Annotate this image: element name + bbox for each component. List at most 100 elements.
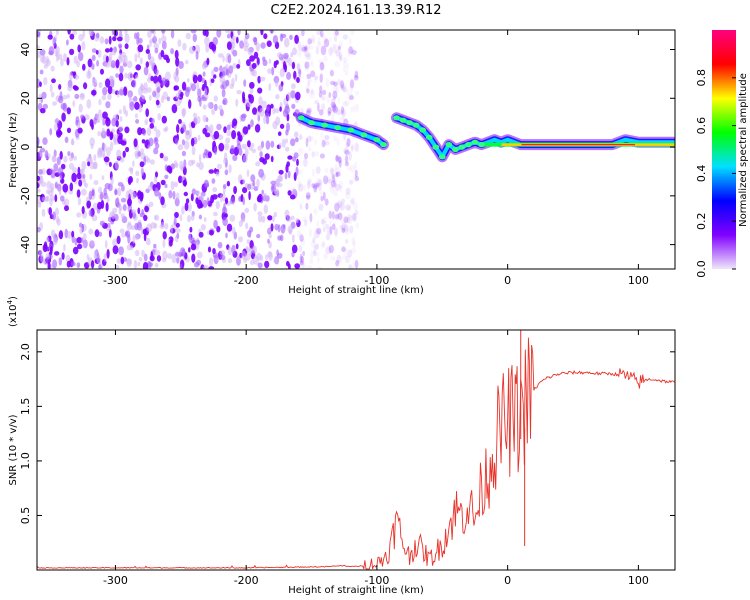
noise-speckle xyxy=(300,255,304,263)
noise-speckle xyxy=(330,180,336,188)
noise-speckle xyxy=(161,80,165,87)
noise-speckle xyxy=(322,220,327,227)
noise-speckle xyxy=(316,244,319,250)
figure-title: C2E2.2024.161.13.39.R12 xyxy=(270,3,441,18)
noise-speckle xyxy=(284,209,290,219)
noise-speckle xyxy=(266,40,272,47)
noise-speckle xyxy=(174,197,180,207)
noise-speckle xyxy=(117,90,120,98)
noise-speckle xyxy=(190,30,197,34)
noise-speckle xyxy=(334,30,340,36)
noise-speckle xyxy=(232,118,238,127)
noise-speckle xyxy=(179,160,184,170)
noise-speckle xyxy=(164,183,168,189)
noise-speckle xyxy=(309,258,314,265)
noise-speckle xyxy=(234,73,238,82)
noise-speckle xyxy=(219,75,226,84)
noise-speckle xyxy=(188,46,195,54)
noise-speckle xyxy=(344,149,350,155)
noise-speckle xyxy=(125,146,130,153)
noise-speckle xyxy=(69,182,74,192)
noise-speckle xyxy=(231,41,236,49)
noise-speckle xyxy=(249,247,253,255)
noise-speckle xyxy=(334,202,340,212)
noise-speckle xyxy=(143,232,147,242)
noise-speckle xyxy=(124,72,128,79)
noise-speckle xyxy=(306,265,313,269)
noise-speckle xyxy=(142,261,149,269)
noise-speckle xyxy=(76,172,82,180)
noise-speckle xyxy=(275,178,280,188)
noise-speckle xyxy=(77,197,81,206)
noise-speckle xyxy=(304,45,308,54)
noise-speckle xyxy=(52,211,57,221)
noise-speckle xyxy=(305,137,309,148)
noise-speckle xyxy=(108,161,112,167)
noise-speckle xyxy=(137,191,140,197)
noise-speckle xyxy=(128,91,132,101)
ridge-point xyxy=(373,137,381,143)
noise-speckle xyxy=(64,205,69,212)
noise-speckle xyxy=(331,210,335,220)
noise-speckle xyxy=(344,238,349,244)
noise-speckle xyxy=(71,137,74,146)
noise-speckle xyxy=(275,188,279,197)
noise-speckle xyxy=(213,103,218,111)
noise-speckle xyxy=(58,257,63,266)
noise-speckle xyxy=(219,254,226,261)
noise-speckle xyxy=(336,108,342,116)
ridge-point xyxy=(478,142,485,148)
colorbar-label: Normalized spectral amplitude xyxy=(738,73,749,227)
noise-speckle xyxy=(288,263,291,269)
noise-speckle xyxy=(140,167,144,176)
noise-speckle xyxy=(348,151,352,161)
noise-speckle xyxy=(90,260,95,269)
noise-speckle xyxy=(344,223,349,233)
noise-speckle xyxy=(270,103,274,109)
noise-speckle xyxy=(248,191,251,201)
noise-speckle xyxy=(350,145,354,152)
noise-speckle xyxy=(131,79,137,88)
noise-speckle xyxy=(71,172,77,183)
noise-speckle xyxy=(326,95,330,104)
noise-speckle xyxy=(72,85,78,90)
noise-speckle xyxy=(140,148,144,155)
noise-speckle xyxy=(337,97,341,104)
noise-speckle xyxy=(273,258,280,264)
y-tick-label: 0 xyxy=(19,144,32,151)
noise-speckle xyxy=(106,128,111,137)
noise-speckle xyxy=(193,261,200,268)
noise-speckle xyxy=(339,224,344,230)
noise-speckle xyxy=(295,91,301,101)
noise-speckle xyxy=(147,262,154,267)
noise-speckle xyxy=(147,184,153,191)
noise-speckle xyxy=(103,253,107,262)
noise-speckle xyxy=(201,77,205,84)
noise-speckle xyxy=(229,121,233,127)
noise-speckle xyxy=(322,217,328,224)
noise-speckle xyxy=(157,113,161,121)
noise-speckle xyxy=(354,169,358,178)
noise-speckle xyxy=(286,122,290,132)
noise-speckle xyxy=(185,59,189,65)
noise-speckle xyxy=(115,264,120,269)
noise-speckle xyxy=(69,33,75,40)
noise-speckle xyxy=(106,249,110,259)
noise-speckle xyxy=(226,130,232,136)
noise-speckle xyxy=(175,57,180,67)
noise-speckle xyxy=(299,234,304,242)
noise-speckle xyxy=(323,55,328,63)
noise-speckle xyxy=(335,183,341,191)
noise-speckle xyxy=(142,128,147,136)
noise-speckle xyxy=(354,259,359,269)
noise-speckle xyxy=(318,181,322,192)
noise-speckle xyxy=(62,102,68,112)
noise-speckle xyxy=(337,212,343,221)
noise-speckle xyxy=(120,197,127,203)
noise-speckle xyxy=(332,96,336,101)
noise-speckle xyxy=(44,195,49,203)
noise-speckle xyxy=(208,127,212,134)
noise-speckle xyxy=(307,178,312,184)
noise-speckle xyxy=(272,35,278,44)
noise-speckle xyxy=(302,216,307,223)
